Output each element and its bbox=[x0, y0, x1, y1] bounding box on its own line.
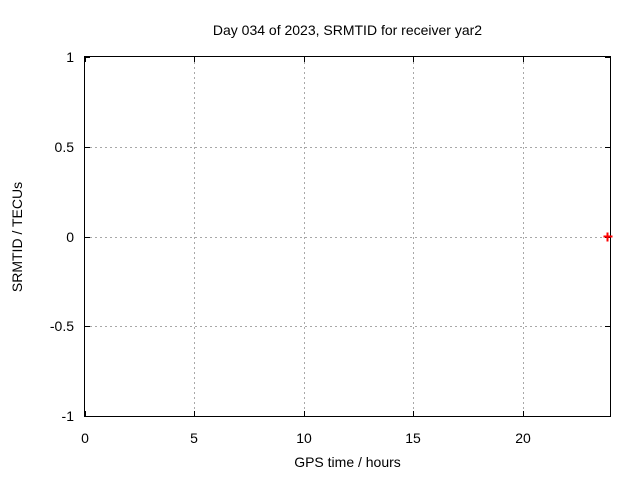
vertical-gridline bbox=[194, 57, 195, 416]
x-tick-bottom bbox=[194, 411, 195, 416]
y-tick-label: 0.5 bbox=[54, 139, 74, 155]
x-tick-top bbox=[523, 57, 524, 62]
horizontal-gridline bbox=[85, 147, 610, 148]
x-axis-label: GPS time / hours bbox=[294, 454, 401, 470]
horizontal-gridline bbox=[85, 237, 610, 238]
vertical-gridline bbox=[523, 57, 524, 416]
y-tick-left bbox=[85, 147, 90, 148]
x-tick-bottom bbox=[523, 411, 524, 416]
y-tick-right bbox=[605, 147, 610, 148]
x-tick-top bbox=[413, 57, 414, 62]
chart-title: Day 034 of 2023, SRMTID for receiver yar… bbox=[212, 22, 483, 38]
y-tick-right bbox=[605, 416, 610, 417]
x-tick-label: 20 bbox=[515, 430, 531, 446]
y-tick-right bbox=[605, 326, 610, 327]
y-tick-label: 0 bbox=[66, 229, 74, 245]
x-tick-label: 10 bbox=[296, 430, 312, 446]
y-tick-label: -1 bbox=[61, 408, 74, 424]
y-tick-left bbox=[85, 326, 90, 327]
x-tick-label: 15 bbox=[405, 430, 421, 446]
vertical-gridline bbox=[413, 57, 414, 416]
y-tick-label: -0.5 bbox=[49, 318, 74, 334]
y-tick-left bbox=[85, 237, 90, 238]
plot-area bbox=[84, 56, 613, 417]
y-tick-left bbox=[85, 57, 90, 58]
x-tick-bottom bbox=[413, 411, 414, 416]
y-tick-label: 1 bbox=[66, 49, 74, 65]
x-tick-label: 5 bbox=[190, 430, 198, 446]
vertical-gridline bbox=[304, 57, 305, 416]
horizontal-gridline bbox=[85, 326, 610, 327]
x-tick-bottom bbox=[304, 411, 305, 416]
y-tick-right bbox=[605, 57, 610, 58]
x-tick-top bbox=[194, 57, 195, 62]
data-point-marker bbox=[603, 232, 613, 241]
y-tick-left bbox=[85, 416, 90, 417]
x-tick-top bbox=[304, 57, 305, 62]
x-tick-top bbox=[85, 57, 86, 62]
x-tick-bottom bbox=[85, 411, 86, 416]
x-tick-label: 0 bbox=[81, 430, 89, 446]
marker-arm-vertical bbox=[606, 232, 609, 241]
